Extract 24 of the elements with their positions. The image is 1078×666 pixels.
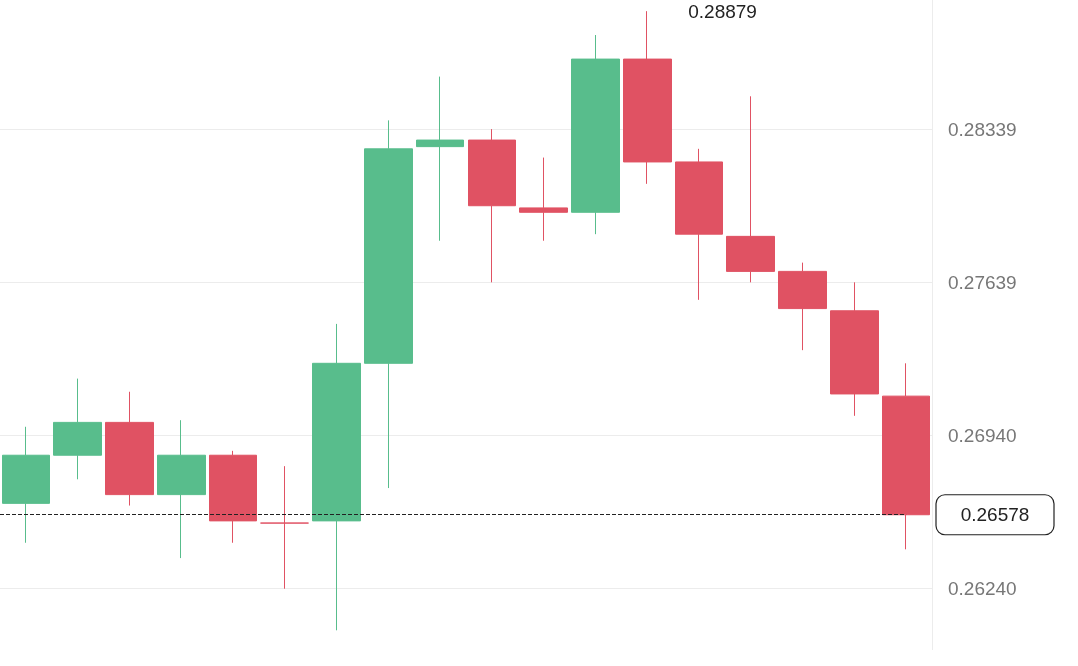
candlestick	[416, 76, 464, 242]
candlestick	[157, 419, 206, 559]
candlestick	[882, 362, 930, 550]
y-tick-label: 0.27639	[948, 272, 1017, 294]
candlestick	[53, 378, 102, 480]
candlestick	[2, 426, 50, 544]
candlestick	[260, 465, 309, 590]
candlestick	[519, 157, 568, 242]
y-tick-label: 0.26240	[948, 578, 1017, 600]
y-tick-label: 0.28339	[948, 118, 1017, 140]
y-tick-label: 0.26940	[948, 425, 1017, 447]
candlestick	[468, 128, 516, 283]
candlestick	[623, 10, 672, 185]
candlestick	[778, 262, 827, 351]
candlestick	[830, 281, 879, 417]
ref-line-label: 0.26578	[960, 504, 1030, 526]
candlestick	[571, 34, 620, 235]
candlestick	[312, 323, 361, 631]
candlestick	[105, 391, 154, 507]
candlestick	[726, 95, 775, 283]
annotation: 0.28879	[688, 0, 757, 22]
candlestick	[675, 148, 723, 301]
candlestick	[209, 450, 257, 544]
candlestick	[364, 119, 413, 489]
